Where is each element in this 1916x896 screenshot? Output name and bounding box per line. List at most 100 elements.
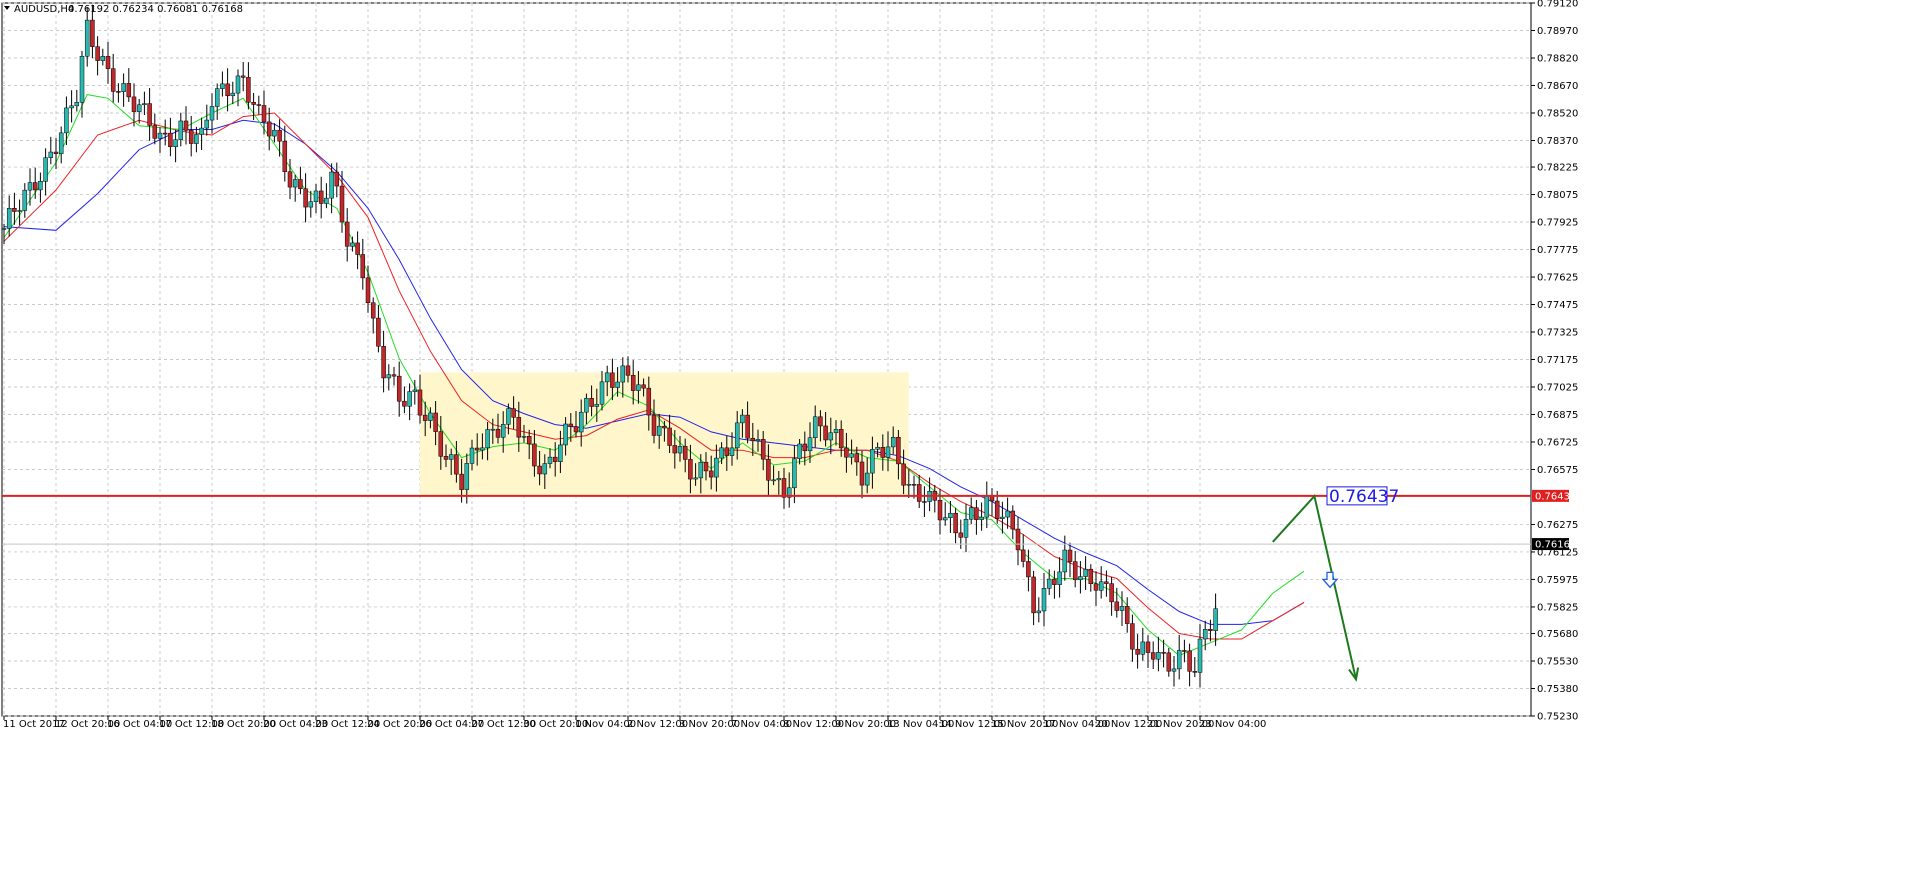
candle-body (448, 454, 454, 460)
candle-body (532, 443, 537, 467)
candle-body (1072, 561, 1078, 581)
candle-body (828, 432, 834, 441)
candle-body (890, 437, 896, 448)
y-tick-label: 0.75380 (1537, 684, 1578, 695)
candle-body (1010, 510, 1016, 530)
x-tick-label: 1 Nov 04:00 (575, 719, 636, 730)
candle-body (266, 121, 272, 137)
candle-body (1187, 650, 1192, 672)
candle-body (438, 431, 444, 457)
candle-body (142, 103, 147, 106)
candle-body (948, 512, 953, 518)
candle-body (1145, 641, 1151, 653)
candle-body (147, 103, 152, 126)
candle-body (1057, 571, 1062, 585)
x-tick-label: 17 Oct 12:00 (159, 719, 224, 730)
candle-body (818, 416, 823, 427)
candle-body (974, 507, 979, 520)
candle-body (74, 102, 80, 107)
candle-body (355, 242, 360, 255)
y-tick-label: 0.77625 (1537, 273, 1578, 284)
y-tick-label: 0.78370 (1537, 136, 1578, 147)
candle-body (1093, 583, 1099, 591)
candle-body (677, 446, 683, 454)
candle-body (251, 102, 256, 105)
candle-body (90, 19, 95, 47)
candle-body (162, 132, 168, 135)
candle-body (277, 129, 282, 142)
candle-body (360, 254, 366, 279)
y-tick-label: 0.75530 (1537, 657, 1578, 668)
hline-tag: 0.76431 (1532, 489, 1576, 502)
x-tick-label: 3 Nov 20:00 (679, 719, 740, 730)
candle-body (1005, 510, 1010, 518)
candle-body (480, 447, 485, 451)
candle-body (636, 384, 641, 391)
candle-body (22, 189, 28, 211)
candle-body (578, 411, 584, 433)
candle-body (1036, 610, 1042, 614)
candle-body (807, 437, 813, 452)
candle-body (989, 495, 995, 502)
candle-body (708, 470, 714, 478)
candle-body (1135, 648, 1140, 655)
y-tick-label: 0.76125 (1537, 547, 1578, 558)
candle-body (308, 201, 314, 208)
candle-body (1182, 650, 1187, 652)
candle-body (474, 447, 480, 451)
candle-body (459, 473, 464, 490)
candle-body (542, 463, 548, 475)
candle-body (381, 346, 386, 379)
candle-body (594, 403, 600, 407)
dropdown-triangle-icon[interactable] (4, 6, 10, 10)
projection-arrowhead (1348, 667, 1360, 682)
candle-body (209, 106, 215, 121)
candle-body (916, 484, 922, 502)
hline-tag-text: 0.76431 (1535, 491, 1576, 502)
candle-body (220, 83, 225, 89)
candle-body (958, 532, 964, 538)
candle-body (298, 179, 303, 190)
candle-body (240, 75, 246, 78)
candle-body (490, 428, 496, 431)
candle-body (183, 120, 189, 131)
candle-body (261, 105, 267, 123)
candle-body (168, 132, 173, 148)
y-tick-label: 0.75680 (1537, 629, 1578, 640)
candle-body (854, 453, 860, 463)
candle-body (1192, 671, 1198, 673)
candle-body (1156, 652, 1161, 660)
candle-body (469, 447, 475, 464)
x-tick-label: 21 Nov 20:00 (1147, 719, 1214, 730)
candle-body (121, 83, 126, 92)
y-tick-label: 0.75825 (1537, 602, 1578, 613)
candle-body (729, 447, 735, 456)
candle-body (625, 365, 631, 376)
candle-body (402, 400, 407, 407)
down-arrow-icon (1321, 571, 1339, 589)
y-tick-label: 0.76275 (1537, 520, 1578, 531)
candle-body (313, 190, 319, 203)
candle-body (563, 423, 568, 446)
candle-body (521, 436, 527, 438)
y-tick-label: 0.77775 (1537, 245, 1578, 256)
candle-body (485, 429, 490, 449)
candle-body (937, 500, 943, 521)
candle-body (1161, 652, 1166, 654)
candle-body (131, 96, 137, 112)
y-tick-label: 0.76725 (1537, 437, 1578, 448)
candle-body (344, 221, 350, 247)
candle-body (859, 461, 865, 486)
y-tick-label: 0.77175 (1537, 355, 1578, 366)
price-label-box[interactable]: 0.76437 (1326, 486, 1399, 507)
candle-body (1046, 578, 1052, 589)
candle-body (838, 429, 844, 449)
candle-body (885, 446, 891, 458)
candle-body (256, 104, 262, 106)
candle-body (630, 375, 636, 391)
candle-body (656, 425, 662, 436)
candle-body (230, 92, 236, 97)
grid (1, 2, 1532, 717)
candle-body (1171, 668, 1177, 672)
